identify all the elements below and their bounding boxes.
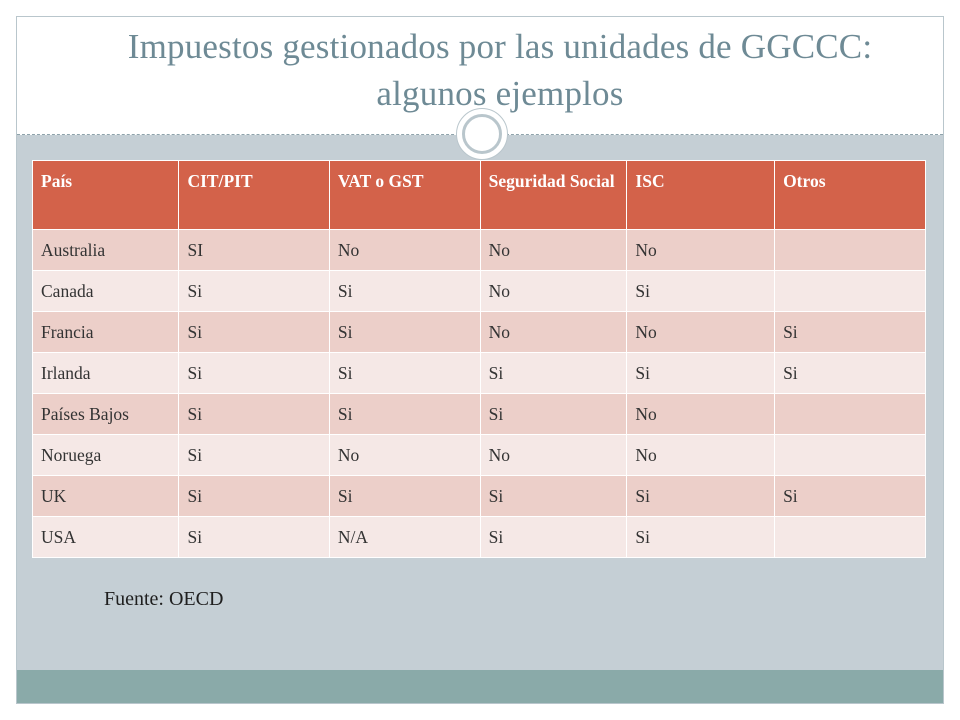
cell-cit-pit: SI — [178, 229, 330, 271]
title-line-2: algunos ejemplos — [376, 74, 624, 113]
cell-pais: USA — [31, 516, 180, 558]
table-row: Irlanda Si Si Si Si Si — [31, 352, 926, 394]
cell-isc: No — [626, 229, 776, 271]
cell-otros — [774, 516, 926, 558]
cell-otros: Si — [774, 311, 926, 353]
cell-isc: No — [626, 434, 776, 476]
tax-table: País CIT/PIT VAT o GST Seguridad Social … — [31, 160, 926, 558]
table-row: Canada Si Si No Si — [31, 270, 926, 312]
cell-seguridad-social: Si — [479, 352, 628, 394]
cell-otros — [774, 229, 926, 271]
cell-seguridad-social: No — [479, 434, 628, 476]
cell-seguridad-social: Si — [479, 393, 628, 435]
cell-pais: Irlanda — [31, 352, 180, 394]
cell-cit-pit: Si — [178, 434, 330, 476]
header-seguridad-social: Seguridad Social — [479, 160, 628, 230]
cell-seguridad-social: Si — [479, 516, 628, 558]
header-pais: País — [31, 160, 180, 230]
table-row: UK Si Si Si Si Si — [31, 475, 926, 517]
cell-otros — [774, 393, 926, 435]
cell-pais: Francia — [31, 311, 180, 353]
cell-vat-gst: Si — [328, 270, 481, 312]
table-row: Australia SI No No No — [31, 229, 926, 271]
cell-cit-pit: Si — [178, 311, 330, 353]
table-header-row: País CIT/PIT VAT o GST Seguridad Social … — [31, 160, 926, 230]
cell-cit-pit: Si — [178, 475, 330, 517]
header-otros: Otros — [774, 160, 926, 230]
cell-pais: Noruega — [31, 434, 180, 476]
cell-vat-gst: Si — [328, 352, 481, 394]
cell-cit-pit: Si — [178, 516, 330, 558]
header-isc: ISC — [626, 160, 776, 230]
table-row: Francia Si Si No No Si — [31, 311, 926, 353]
cell-isc: Si — [626, 270, 776, 312]
cell-otros: Si — [774, 475, 926, 517]
title-line-1: Impuestos gestionados por las unidades d… — [127, 27, 873, 66]
cell-cit-pit: Si — [178, 352, 330, 394]
cell-seguridad-social: No — [479, 311, 628, 353]
cell-isc: Si — [626, 516, 776, 558]
table-row: USA Si N/A Si Si — [31, 516, 926, 558]
cell-vat-gst: No — [328, 229, 481, 271]
cell-otros: Si — [774, 352, 926, 394]
cell-cit-pit: Si — [178, 393, 330, 435]
cell-vat-gst: Si — [328, 393, 481, 435]
cell-isc: Si — [626, 352, 776, 394]
cell-isc: No — [626, 393, 776, 435]
cell-isc: No — [626, 311, 776, 353]
cell-seguridad-social: Si — [479, 475, 628, 517]
circle-ornament-inner — [462, 114, 502, 154]
cell-pais: UK — [31, 475, 180, 517]
cell-vat-gst: N/A — [328, 516, 481, 558]
slide-frame — [16, 16, 944, 704]
cell-otros — [774, 270, 926, 312]
cell-cit-pit: Si — [178, 270, 330, 312]
cell-pais: Canada — [31, 270, 180, 312]
source-note: Fuente: OECD — [104, 588, 224, 610]
cell-isc: Si — [626, 475, 776, 517]
cell-pais: Países Bajos — [31, 393, 180, 435]
cell-seguridad-social: No — [479, 229, 628, 271]
table-row: Países Bajos Si Si Si No — [31, 393, 926, 435]
cell-vat-gst: No — [328, 434, 481, 476]
cell-seguridad-social: No — [479, 270, 628, 312]
cell-vat-gst: Si — [328, 475, 481, 517]
table-row: Noruega Si No No No — [31, 434, 926, 476]
cell-otros — [774, 434, 926, 476]
slide-title: Impuestos gestionados por las unidades d… — [57, 23, 943, 117]
header-cit-pit: CIT/PIT — [178, 160, 330, 230]
cell-vat-gst: Si — [328, 311, 481, 353]
cell-pais: Australia — [31, 229, 180, 271]
header-vat-gst: VAT o GST — [328, 160, 481, 230]
footer-band — [17, 670, 943, 703]
